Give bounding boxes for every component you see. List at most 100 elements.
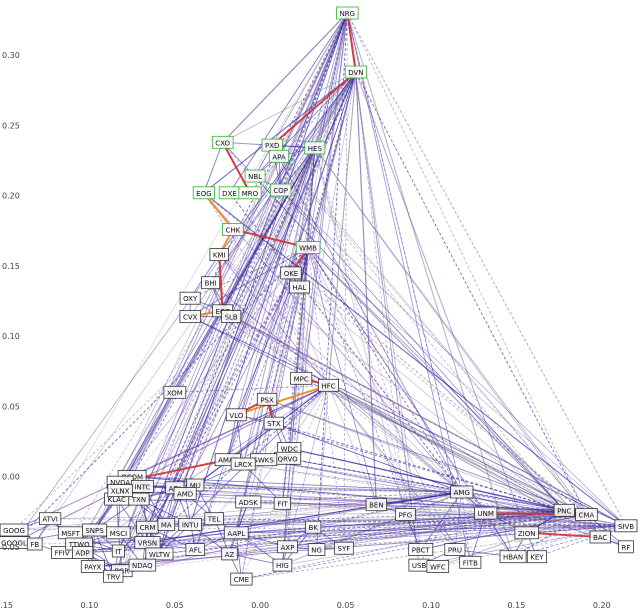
node-label-text: OKE bbox=[284, 270, 299, 278]
node-label-box bbox=[450, 485, 474, 499]
network-edge bbox=[281, 12, 348, 566]
node-label: XOM bbox=[163, 385, 187, 399]
node-label-box bbox=[204, 512, 224, 526]
node-label-text: BAC bbox=[593, 534, 607, 542]
network-edge bbox=[307, 247, 377, 505]
y-tick-label: 0.05 bbox=[2, 543, 20, 552]
node-label: MRO bbox=[238, 186, 262, 200]
node-label-box bbox=[280, 266, 302, 280]
node-label-box bbox=[334, 541, 354, 555]
node-label: SIVB bbox=[614, 519, 638, 533]
node-label-text: DVN bbox=[348, 69, 363, 77]
network-edge bbox=[222, 141, 309, 248]
node-label: NDAQ bbox=[128, 558, 157, 572]
node-label: CMA bbox=[575, 508, 598, 521]
node-label-text: TRV bbox=[106, 573, 121, 581]
node-label-box bbox=[273, 496, 292, 510]
node-label-text: HAL bbox=[293, 284, 307, 292]
node-label: CXO bbox=[211, 135, 234, 149]
network-edge bbox=[203, 192, 587, 515]
network-edge bbox=[222, 12, 348, 143]
node-label-text: SWKS bbox=[253, 457, 274, 465]
network-edge bbox=[203, 192, 627, 527]
node-label-box bbox=[618, 540, 634, 554]
network-edge bbox=[194, 247, 309, 550]
network-edge bbox=[355, 71, 587, 515]
network-edge bbox=[132, 476, 587, 516]
x-tick-label: 0.15 bbox=[0, 601, 13, 610]
node-label-box bbox=[221, 310, 242, 323]
network-edge bbox=[94, 529, 114, 577]
network-edge bbox=[174, 487, 462, 493]
node-label-text: GOOG bbox=[3, 527, 25, 535]
y-tick-label: 0.15 bbox=[2, 262, 20, 271]
network-edge bbox=[230, 315, 627, 527]
node-label-text: PFG bbox=[399, 512, 413, 520]
network-edge bbox=[536, 525, 627, 557]
node-label: ADSK bbox=[235, 495, 262, 509]
node-label-text: USB bbox=[412, 562, 427, 570]
network-edge bbox=[219, 254, 565, 511]
network-edge bbox=[314, 147, 601, 538]
node-label: HAL bbox=[289, 280, 310, 294]
network-edge bbox=[307, 247, 565, 511]
network-edge bbox=[300, 377, 587, 515]
node-label-text: AFL bbox=[189, 547, 202, 555]
node-label-text: QRVO bbox=[277, 455, 298, 463]
network-edge bbox=[346, 12, 627, 526]
node-label-text: HIG bbox=[276, 562, 289, 570]
x-tick-label: 0.05 bbox=[337, 601, 355, 610]
node-label-text: TTWO bbox=[68, 541, 90, 549]
node-label-box bbox=[268, 149, 290, 163]
network-edge bbox=[316, 509, 565, 551]
network-edge bbox=[141, 384, 329, 566]
network-edge bbox=[82, 514, 587, 553]
node-label: TRV bbox=[103, 569, 124, 583]
node-label-text: FITB bbox=[463, 559, 478, 567]
network-edge bbox=[147, 12, 348, 528]
node-label: AZ bbox=[221, 547, 238, 561]
network-edge bbox=[231, 316, 565, 511]
network-edge bbox=[227, 414, 237, 460]
network-edge bbox=[184, 147, 316, 494]
network-edge bbox=[314, 12, 348, 148]
node-label-text: LRCX bbox=[234, 461, 252, 469]
node-label-box bbox=[128, 492, 150, 506]
node-label: PNC bbox=[553, 503, 575, 517]
network-edge bbox=[165, 247, 309, 525]
node-label: MPC bbox=[290, 371, 313, 385]
network-edge bbox=[290, 272, 587, 515]
node-label-text: SIVB bbox=[618, 523, 634, 531]
node-label-text: WDC bbox=[281, 446, 298, 454]
node-label-text: SNPS bbox=[85, 527, 104, 535]
node-label-text: AMD bbox=[177, 490, 193, 498]
node-label: FB bbox=[26, 537, 43, 551]
network-edge bbox=[116, 12, 348, 500]
node-label-text: ATVI bbox=[42, 516, 57, 524]
node-label-text: BEN bbox=[369, 502, 383, 510]
network-edge bbox=[242, 463, 283, 504]
network-edge bbox=[235, 247, 309, 533]
node-label-text: WMB bbox=[299, 245, 317, 253]
network-edge bbox=[266, 398, 587, 516]
node-label: CVX bbox=[179, 310, 201, 323]
node-label-text: HES bbox=[308, 145, 323, 153]
node-label-text: VRSN bbox=[138, 540, 157, 548]
network-edge bbox=[13, 71, 357, 543]
node-label-box bbox=[209, 248, 229, 262]
node-label-box bbox=[238, 186, 262, 200]
network-edge bbox=[231, 316, 462, 493]
node-label-box bbox=[225, 408, 247, 422]
node-label-box bbox=[305, 520, 322, 534]
network-edge bbox=[79, 491, 462, 545]
node-label-text: WLTW bbox=[149, 551, 170, 559]
node-label-box bbox=[39, 512, 62, 526]
node-label-text: NG bbox=[311, 547, 322, 555]
x-tick-label: 0.10 bbox=[80, 601, 98, 610]
node-label-text: SLB bbox=[225, 313, 238, 321]
node-label-text: KEY bbox=[530, 554, 544, 562]
node-label: PRU bbox=[444, 543, 466, 556]
node-label: SNPS bbox=[82, 523, 108, 537]
node-label-text: UNM bbox=[477, 510, 493, 518]
network-edge bbox=[118, 498, 140, 552]
